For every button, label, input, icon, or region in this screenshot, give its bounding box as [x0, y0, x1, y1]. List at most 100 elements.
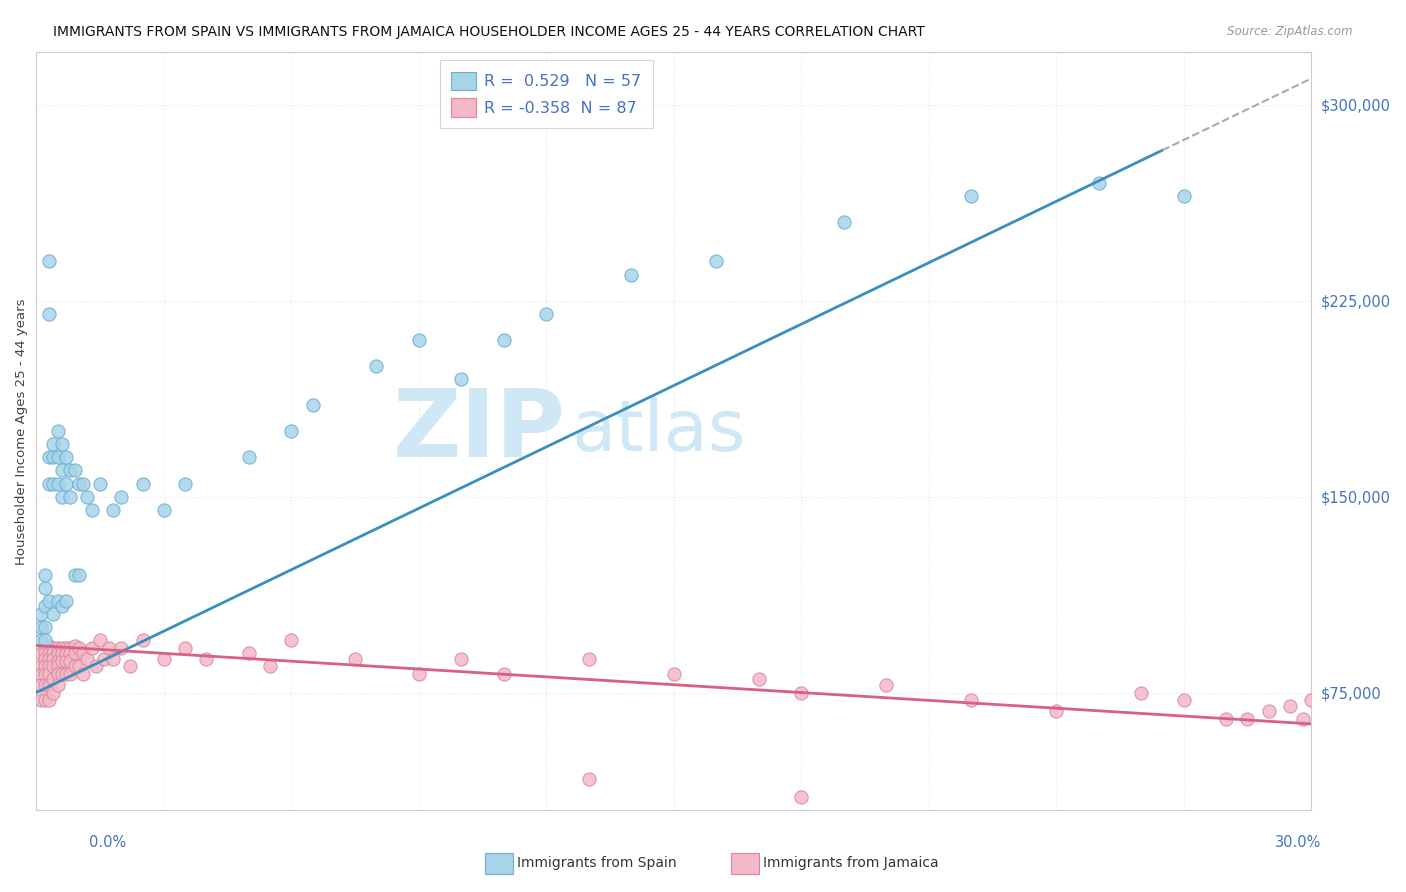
Point [34, 581, 56, 595]
Point [51, 599, 73, 614]
Point [34, 667, 56, 681]
Point [97, 641, 120, 656]
Point [63, 463, 86, 477]
Point [1173, 693, 1195, 707]
Point [42, 646, 65, 660]
Point [30, 678, 52, 692]
Point [34, 651, 56, 665]
Point [578, 651, 600, 665]
Point [174, 641, 197, 656]
Point [42, 450, 65, 465]
Point [344, 651, 367, 665]
Point [55, 667, 77, 681]
Point [38, 307, 60, 321]
Point [30, 620, 52, 634]
Text: IMMIGRANTS FROM SPAIN VS IMMIGRANTS FROM JAMAICA HOUSEHOLDER INCOME AGES 25 - 44: IMMIGRANTS FROM SPAIN VS IMMIGRANTS FROM… [53, 25, 925, 39]
Point [63, 646, 86, 660]
Point [960, 693, 983, 707]
Point [238, 450, 260, 465]
Y-axis label: Householder Income Ages 25 - 44 years: Householder Income Ages 25 - 44 years [15, 298, 28, 565]
Point [72, 476, 94, 491]
Point [450, 372, 472, 386]
Point [790, 790, 813, 805]
Point [42, 607, 65, 622]
Point [72, 646, 94, 660]
Point [76, 490, 98, 504]
Point [80, 502, 103, 516]
Point [408, 333, 430, 347]
Point [704, 254, 727, 268]
Point [195, 651, 218, 665]
Point [51, 437, 73, 451]
Point [131, 633, 153, 648]
Point [101, 502, 124, 516]
Point [80, 641, 103, 656]
Point [67, 659, 90, 673]
Point [30, 607, 52, 622]
Point [153, 502, 176, 516]
Point [76, 651, 98, 665]
Point [30, 667, 52, 681]
Point [46, 667, 69, 681]
Point [259, 659, 281, 673]
Point [51, 667, 73, 681]
Point [42, 673, 65, 687]
Point [59, 641, 82, 656]
Point [790, 685, 813, 699]
Point [55, 594, 77, 608]
Point [1215, 712, 1237, 726]
Point [89, 633, 111, 648]
Point [38, 450, 60, 465]
Text: 0.0%: 0.0% [89, 836, 125, 850]
Point [55, 641, 77, 656]
Point [34, 620, 56, 634]
Point [51, 641, 73, 656]
Point [536, 307, 558, 321]
Point [662, 667, 685, 681]
Point [42, 685, 65, 699]
Text: 30.0%: 30.0% [1275, 836, 1322, 850]
Point [34, 641, 56, 656]
Point [578, 772, 600, 786]
Point [280, 425, 302, 439]
Point [42, 437, 65, 451]
Point [63, 568, 86, 582]
Legend: R =  0.529   N = 57, R = -0.358  N = 87: R = 0.529 N = 57, R = -0.358 N = 87 [440, 61, 652, 128]
Point [34, 568, 56, 582]
Point [59, 646, 82, 660]
Point [38, 476, 60, 491]
Point [59, 654, 82, 668]
Point [84, 659, 107, 673]
Point [55, 450, 77, 465]
Point [51, 646, 73, 660]
Point [1087, 176, 1109, 190]
Point [67, 568, 90, 582]
Point [42, 659, 65, 673]
Point [38, 639, 60, 653]
Point [1173, 189, 1195, 203]
Point [30, 646, 52, 660]
Point [38, 659, 60, 673]
Point [67, 476, 90, 491]
Point [51, 490, 73, 504]
Text: ZIP: ZIP [392, 385, 565, 477]
Point [55, 654, 77, 668]
Point [38, 594, 60, 608]
Point [153, 651, 176, 665]
Point [1257, 704, 1279, 718]
Point [1130, 685, 1153, 699]
Point [63, 639, 86, 653]
Point [34, 678, 56, 692]
Text: Immigrants from Jamaica: Immigrants from Jamaica [763, 856, 939, 871]
Point [450, 651, 472, 665]
Point [46, 594, 69, 608]
Point [59, 667, 82, 681]
Point [408, 667, 430, 681]
Point [101, 651, 124, 665]
Point [1301, 693, 1323, 707]
Point [1278, 698, 1301, 713]
Point [55, 646, 77, 660]
Point [280, 633, 302, 648]
Point [46, 425, 69, 439]
Point [38, 693, 60, 707]
